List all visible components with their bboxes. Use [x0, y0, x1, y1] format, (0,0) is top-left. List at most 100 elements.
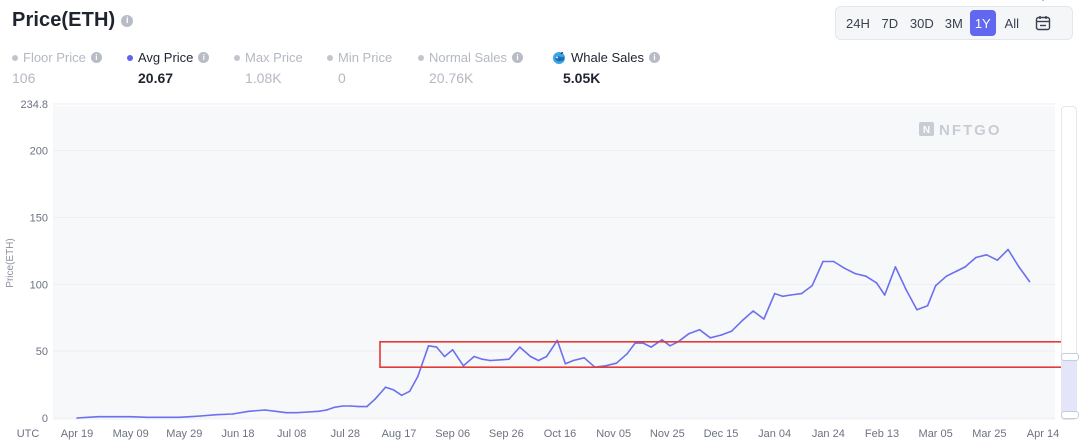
legend-whale-sales[interactable]: Whale Sales i 5.05K: [552, 50, 660, 86]
x-tick-label: Apr 19: [61, 428, 93, 440]
data-point: [698, 328, 701, 331]
data-point: [188, 415, 191, 418]
x-tick-label: Mar 25: [972, 428, 1006, 440]
data-point: [247, 410, 250, 413]
data-point: [934, 284, 937, 287]
plot-area: [53, 106, 1055, 420]
x-axis-label: UTC: [17, 428, 40, 440]
y-tick-label: 234.8: [20, 99, 48, 111]
data-point: [178, 416, 180, 419]
data-point: [341, 405, 344, 407]
data-point: [964, 266, 966, 268]
calendar-icon[interactable]: [1032, 12, 1054, 34]
data-point: [76, 417, 78, 419]
data-point: [926, 304, 929, 307]
data-point: [113, 415, 116, 418]
legend-label: Whale Sales: [571, 50, 644, 65]
info-icon[interactable]: i: [90, 52, 102, 63]
x-tick-label: Feb 13: [865, 428, 899, 440]
legend-label: Min Price: [338, 50, 393, 65]
y-tick-label: 50: [36, 346, 48, 358]
data-point: [905, 288, 907, 291]
range-all-button[interactable]: All: [1004, 15, 1019, 31]
data-point: [781, 295, 784, 298]
info-icon[interactable]: i: [512, 52, 524, 63]
data-point: [307, 411, 309, 413]
range-3m-button[interactable]: 3M: [944, 15, 963, 31]
range-1y-button[interactable]: 1Y: [969, 10, 996, 36]
data-point: [97, 415, 100, 418]
y-axis-label: Price(ETH): [5, 238, 16, 287]
data-point: [146, 416, 148, 419]
data-point: [500, 359, 502, 361]
data-point: [317, 410, 320, 413]
data-point: [519, 346, 521, 348]
x-tick-label: Sep 06: [435, 428, 470, 440]
zoom-handle-bottom[interactable]: [1061, 411, 1079, 419]
data-point: [956, 270, 958, 272]
data-point: [752, 310, 754, 312]
data-point: [481, 358, 484, 361]
data-point: [537, 359, 540, 362]
data-point: [325, 409, 328, 411]
info-icon[interactable]: i: [198, 52, 210, 63]
data-point: [529, 355, 532, 358]
data-point: [545, 355, 548, 358]
data-point: [730, 330, 733, 332]
data-point: [875, 282, 878, 284]
data-point: [822, 260, 824, 263]
x-tick-label: Dec 15: [704, 428, 739, 440]
x-tick-label: May 29: [166, 428, 202, 440]
data-point: [162, 416, 164, 419]
zoom-handle-top[interactable]: [1061, 353, 1079, 361]
data-point: [832, 260, 835, 263]
data-point: [400, 394, 403, 397]
data-point: [366, 405, 368, 408]
info-icon[interactable]: i: [648, 52, 660, 63]
y-tick-label: 150: [30, 212, 48, 224]
range-24h-button[interactable]: 24H: [846, 15, 870, 31]
x-tick-label: Aug 17: [382, 428, 417, 440]
data-point: [773, 292, 776, 295]
legend-dot: [234, 54, 240, 61]
data-point: [604, 365, 607, 367]
data-point: [508, 358, 510, 361]
data-point: [854, 272, 856, 275]
zoom-range-fill: [1062, 353, 1076, 419]
legend-avg-price[interactable]: Avg Price i 20.67: [127, 50, 210, 86]
time-range-selector: 24H 7D 30D 3M 1Y All: [835, 6, 1073, 40]
data-point: [741, 319, 744, 322]
range-7d-button[interactable]: 7D: [881, 15, 899, 31]
data-point: [462, 365, 465, 367]
zoom-scrollbar[interactable]: [1061, 106, 1079, 420]
data-point: [285, 411, 288, 414]
legend-dot: [418, 54, 424, 61]
data-point: [720, 334, 722, 336]
legend-max-price[interactable]: Max Price 1.08K: [234, 50, 303, 86]
legend-normal-sales[interactable]: Normal Sales i 20.76K: [418, 50, 524, 86]
range-30d-button[interactable]: 30D: [909, 15, 934, 31]
legend-value: 0: [338, 70, 346, 86]
x-axis: Apr 19 May 09 May 29 Jun 18 Jul 08 Jul 28 Aug …: [61, 428, 1059, 440]
data-point: [883, 294, 886, 296]
x-tick-label: Oct 16: [544, 428, 576, 440]
legend-floor-price[interactable]: Floor Price i 106: [12, 50, 102, 86]
data-point: [1007, 248, 1009, 251]
x-tick-label: Jan 04: [758, 428, 791, 440]
data-point: [215, 413, 218, 416]
data-point: [615, 362, 618, 365]
info-icon[interactable]: i: [121, 14, 134, 27]
data-point: [996, 259, 999, 262]
data-point: [435, 346, 438, 348]
x-tick-label: Apr 14: [1027, 428, 1059, 440]
x-tick-label: Jul 28: [331, 428, 360, 440]
legend-min-price[interactable]: Min Price 0: [327, 50, 392, 86]
data-point: [451, 349, 454, 351]
data-point: [642, 342, 644, 344]
data-point: [231, 413, 234, 415]
data-point: [583, 357, 585, 359]
data-point: [650, 346, 652, 348]
data-point: [374, 398, 376, 401]
data-point: [427, 345, 430, 347]
